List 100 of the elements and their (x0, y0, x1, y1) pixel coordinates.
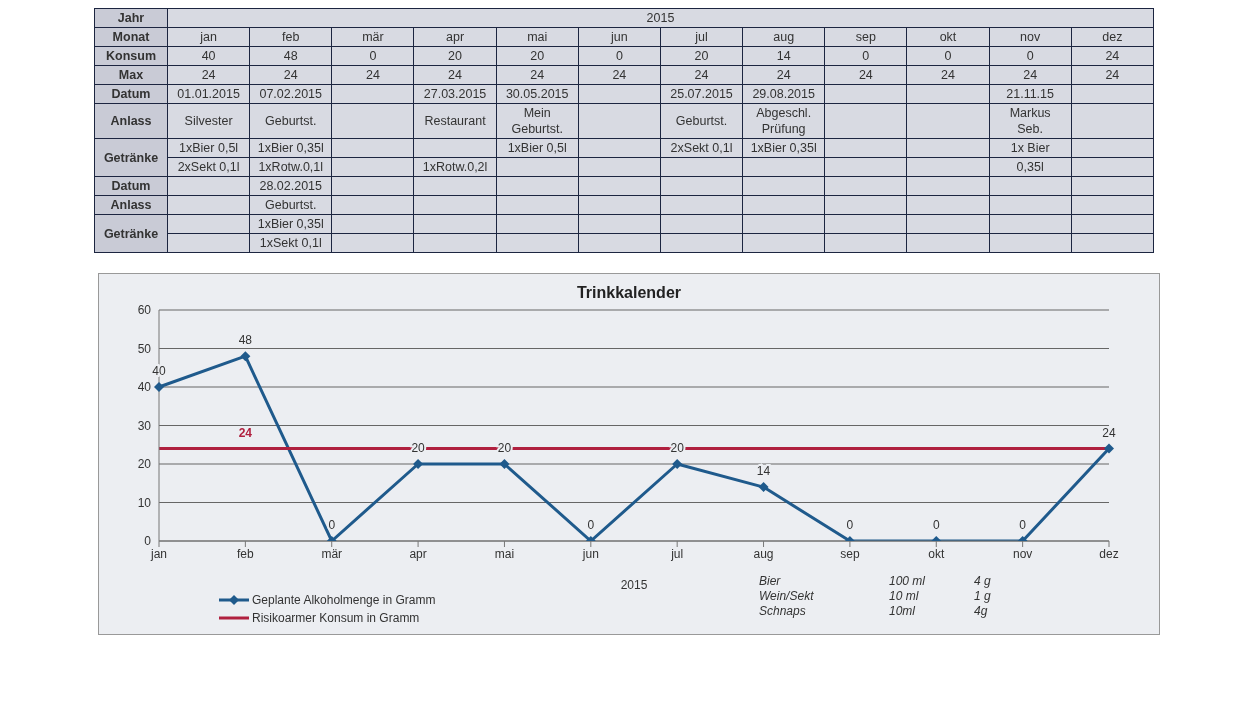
text: 10 ml (889, 589, 920, 603)
text: 1xBier 0,35l (257, 217, 324, 231)
text: 20 (530, 49, 545, 63)
text: 24 (694, 68, 709, 82)
text: 1xBier 0,35l (257, 141, 324, 155)
text: 0,35l (1016, 160, 1044, 174)
text: 10ml (889, 604, 916, 618)
x-tick-label: jul (670, 546, 684, 561)
data-label: 24 (238, 425, 253, 440)
text: 24 (1023, 68, 1038, 82)
text: 1xBier 0,35l (750, 141, 817, 155)
text: 0 (1026, 49, 1034, 63)
category-label: okt (906, 27, 990, 47)
text: 0 (944, 49, 952, 63)
category-label: Anlass (110, 198, 152, 212)
data-label: 24 (1102, 425, 1116, 440)
point (154, 382, 164, 392)
category-label: feb (249, 27, 332, 47)
x-tick-label: okt (928, 546, 945, 561)
category-label: nov (989, 27, 1072, 47)
category-label: apr (413, 27, 497, 47)
text: 24 (1105, 49, 1120, 63)
text: 27.03.2015 (423, 87, 487, 101)
text: 2xSekt 0,1l (177, 160, 240, 174)
y-tick-label: 10 (137, 495, 152, 510)
text: Restaurant (424, 114, 486, 128)
text: 24 (776, 68, 791, 82)
category-label: jul (660, 27, 743, 47)
point (240, 351, 251, 362)
category-label: Max (118, 68, 144, 82)
text: 1x Bier (1010, 141, 1050, 155)
text: 28.02.2015 (259, 179, 323, 193)
text: 0 (369, 49, 377, 63)
category-label: jun (578, 27, 661, 47)
text: 20 (448, 49, 462, 63)
category-label: mai (496, 27, 579, 47)
text: 24 (858, 68, 873, 82)
category-label: Datum (111, 179, 151, 193)
text: 4 g (974, 574, 992, 588)
x-tick-label: mär (321, 546, 343, 561)
text: 2015 (167, 8, 1154, 28)
category-label: Konsum (106, 49, 156, 63)
x-tick-label: feb (237, 546, 255, 561)
text: 40 (201, 49, 216, 63)
x-tick-label: sep (840, 546, 860, 561)
text: 1xBier 0,5l (507, 141, 567, 155)
data-label: 0 (1019, 518, 1027, 532)
category-label: Datum (111, 87, 151, 101)
text: Jahr (94, 8, 168, 28)
data-label: 40 (152, 364, 166, 378)
x-tick-label: jan (149, 546, 168, 561)
chart-title: Trinkkalender (575, 284, 682, 302)
text: 25.07.2015 (670, 87, 733, 101)
point (499, 459, 510, 469)
text: Mein Geburtst. (511, 106, 563, 136)
text: 24 (530, 68, 545, 82)
x-tick-label: jun (581, 546, 599, 561)
category-label: sep (824, 27, 907, 47)
x-tick-label: dez (1099, 546, 1119, 561)
text: 24 (448, 68, 462, 82)
y-tick-label: 50 (137, 341, 152, 356)
text: Geburtst. (675, 114, 728, 128)
text: 2xSekt 0,1l (670, 141, 733, 155)
text: 4g (974, 604, 989, 618)
x-tick-label: mai (494, 546, 515, 561)
data-label: 0 (587, 518, 595, 532)
text: 1xRotw.0,2l (422, 160, 488, 174)
text: 0 (615, 49, 623, 63)
text: 20 (694, 49, 709, 63)
point (1104, 443, 1114, 454)
text: 1xBier 0,5l (179, 141, 239, 155)
y-tick-label: 40 (137, 380, 152, 395)
text: Markus Seb. (1009, 106, 1051, 136)
text: Silvester (184, 114, 233, 128)
y-tick-label: 60 (137, 303, 152, 318)
text: 24 (201, 68, 216, 82)
text: Abgeschl. Prüfung (756, 106, 812, 136)
category-label: jan (167, 27, 250, 47)
text: 24 (941, 68, 955, 82)
y-tick-label: 0 (144, 534, 152, 549)
text: 24 (612, 68, 627, 82)
text: 01.01.2015 (177, 87, 240, 101)
text: 30.05.2015 (505, 87, 569, 101)
data-label: 48 (238, 333, 253, 348)
category-label: Getränke (103, 226, 159, 241)
category-label: Getränke (103, 150, 159, 165)
category-label: Anlass (110, 114, 152, 128)
text: 100 ml (889, 574, 927, 588)
x-tick-label: apr (409, 546, 427, 561)
text: 14 (776, 49, 791, 63)
data-label: 14 (756, 464, 771, 479)
text: Schnaps (759, 604, 807, 618)
legend-label: Geplante Alkoholmenge in Gramm (252, 593, 436, 607)
data-label: 0 (846, 518, 854, 532)
x-tick-label: aug (753, 546, 774, 561)
text: 48 (283, 49, 298, 63)
x-tick-label: nov (1012, 546, 1033, 561)
category-label: dez (1071, 27, 1154, 47)
y-tick-label: 20 (137, 457, 152, 472)
data-label: 0 (328, 518, 336, 532)
